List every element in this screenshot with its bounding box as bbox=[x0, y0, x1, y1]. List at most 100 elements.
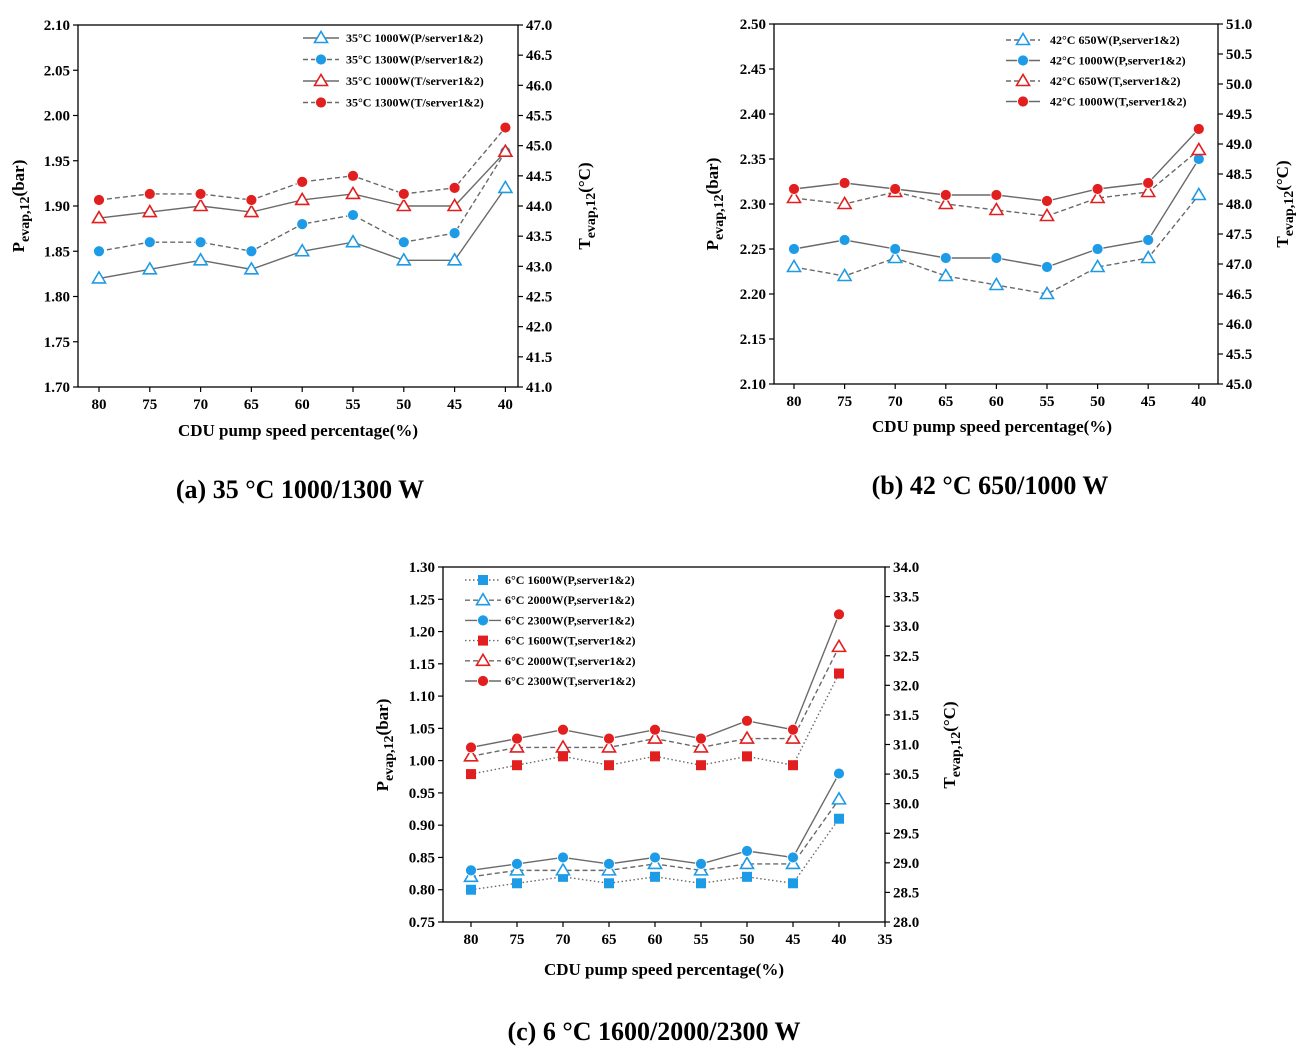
data-point bbox=[1041, 195, 1053, 207]
left-y-tick-label: 2.45 bbox=[740, 62, 766, 78]
data-point bbox=[741, 845, 753, 857]
data-point bbox=[497, 143, 514, 157]
right-y-tick-label: 45.0 bbox=[1226, 377, 1252, 393]
legend-marker bbox=[475, 592, 491, 606]
legend-marker bbox=[1017, 95, 1029, 108]
data-point bbox=[601, 739, 617, 753]
data-point bbox=[990, 252, 1003, 264]
data-point bbox=[696, 878, 706, 889]
legend-marker bbox=[475, 652, 491, 667]
series-2 bbox=[788, 153, 1205, 273]
right-y-tick-label: 43.0 bbox=[526, 259, 552, 275]
right-y-axis-title: Tevap,12(°C) bbox=[575, 162, 599, 249]
left-y-tick-label: 1.00 bbox=[409, 754, 435, 770]
right-y-tick-label: 33.5 bbox=[893, 590, 919, 606]
x-tick-label: 80 bbox=[464, 932, 479, 948]
legend-marker bbox=[478, 635, 488, 646]
data-point bbox=[1091, 183, 1104, 195]
data-point bbox=[512, 878, 522, 889]
right-y-tick-label: 48.0 bbox=[1226, 197, 1252, 213]
right-y-axis-subscript: evap,12 bbox=[584, 193, 599, 239]
data-point bbox=[742, 871, 752, 882]
left-y-tick-label: 2.20 bbox=[740, 287, 766, 303]
left-y-tick-label: 2.30 bbox=[740, 197, 766, 213]
data-point bbox=[786, 258, 802, 273]
data-point bbox=[650, 751, 660, 762]
right-y-tick-label: 44.0 bbox=[526, 199, 552, 215]
right-y-tick-label: 49.0 bbox=[1226, 137, 1252, 153]
legend-marker bbox=[1015, 31, 1031, 46]
x-tick-label: 65 bbox=[602, 932, 617, 948]
series-2 bbox=[463, 791, 847, 883]
data-point bbox=[395, 252, 412, 266]
left-y-tick-label: 2.40 bbox=[740, 107, 766, 123]
right-y-tick-label: 45.5 bbox=[1226, 347, 1252, 363]
right-y-tick-label: 41.0 bbox=[526, 380, 552, 396]
legend-item: 6°C 2300W(T,server1&2) bbox=[465, 674, 636, 688]
left-y-tick-label: 0.75 bbox=[409, 915, 435, 931]
left-y-axis-symbol: P bbox=[9, 242, 28, 252]
data-point bbox=[347, 209, 359, 221]
series-line bbox=[470, 673, 840, 775]
right-y-tick-label: 33.0 bbox=[893, 619, 919, 635]
data-point bbox=[555, 739, 571, 753]
left-y-tick-label: 2.10 bbox=[740, 377, 766, 393]
data-point bbox=[91, 270, 107, 284]
series-4 bbox=[466, 668, 844, 780]
right-y-tick-label: 49.5 bbox=[1226, 107, 1252, 123]
data-point bbox=[192, 197, 209, 212]
data-point bbox=[397, 188, 410, 200]
right-y-tick-label: 50.5 bbox=[1226, 47, 1252, 63]
data-point bbox=[990, 189, 1003, 201]
data-point bbox=[604, 760, 614, 771]
data-point bbox=[243, 261, 260, 275]
data-point bbox=[345, 185, 361, 200]
data-point bbox=[294, 191, 311, 206]
data-point bbox=[604, 878, 614, 889]
data-point bbox=[696, 760, 706, 771]
left-y-tick-label: 0.95 bbox=[409, 786, 435, 802]
data-point bbox=[742, 751, 752, 762]
data-point bbox=[499, 121, 512, 134]
data-point bbox=[1089, 258, 1106, 273]
x-tick-label: 40 bbox=[498, 397, 513, 413]
data-point bbox=[1190, 186, 1207, 201]
left-y-axis-symbol: P bbox=[373, 781, 392, 791]
left-y-tick-label: 1.85 bbox=[44, 244, 70, 260]
data-point bbox=[988, 276, 1005, 291]
chart-panel-3: 0.75 0.80 0.85 0.90 0.95 1.00 1.05 1.10 1.15 1.20… bbox=[373, 560, 964, 1046]
right-y-tick-label: 45.5 bbox=[526, 109, 552, 125]
right-y-tick-label: 47.0 bbox=[1226, 257, 1252, 273]
left-y-tick-label: 1.95 bbox=[44, 154, 70, 170]
data-point bbox=[446, 252, 463, 266]
right-y-tick-label: 31.0 bbox=[893, 738, 919, 754]
legend-label: 42°C 650W(P,server1&2) bbox=[1050, 33, 1180, 47]
series-4 bbox=[788, 123, 1205, 207]
right-y-tick-label: 47.5 bbox=[1226, 227, 1252, 243]
left-y-axis-unit: (bar) bbox=[703, 158, 722, 195]
data-point bbox=[739, 730, 755, 744]
right-y-axis-unit: (°C) bbox=[940, 701, 959, 731]
x-tick-label: 70 bbox=[556, 932, 571, 948]
legend-label: 6°C 2000W(T,server1&2) bbox=[505, 654, 636, 668]
series-1 bbox=[786, 186, 1207, 300]
series-3 bbox=[91, 143, 514, 224]
legend-item: 6°C 2000W(P,server1&2) bbox=[465, 592, 635, 607]
right-y-axis-subscript: evap,12 bbox=[1282, 191, 1297, 237]
legend-item: 6°C 1600W(T,server1&2) bbox=[465, 634, 636, 648]
data-point bbox=[650, 871, 660, 882]
data-point bbox=[347, 169, 359, 182]
data-point bbox=[294, 243, 311, 257]
data-point bbox=[91, 209, 107, 224]
x-tick-label: 75 bbox=[142, 397, 157, 413]
data-point bbox=[937, 195, 954, 210]
data-point bbox=[647, 730, 663, 744]
legend-item: 42°C 650W(T,server1&2) bbox=[1006, 72, 1181, 88]
legend-item: 42°C 650W(P,server1&2) bbox=[1006, 31, 1180, 47]
data-point bbox=[466, 769, 476, 780]
data-point bbox=[243, 203, 260, 218]
x-tick-label: 70 bbox=[888, 394, 903, 410]
left-y-axis-title: Pevap,12(bar) bbox=[9, 160, 33, 253]
right-y-tick-label: 42.0 bbox=[526, 320, 552, 336]
